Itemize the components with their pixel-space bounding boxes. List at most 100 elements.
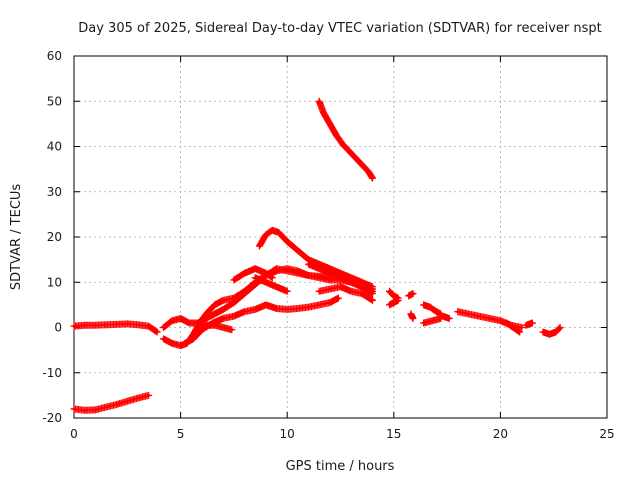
marker-trail bbox=[70, 320, 161, 336]
data-point bbox=[328, 287, 332, 291]
data-point bbox=[341, 142, 345, 146]
data-point bbox=[558, 326, 562, 329]
data-point bbox=[388, 303, 391, 307]
data-point bbox=[93, 323, 97, 327]
y-axis-label: SDTVAR / TECUs bbox=[9, 184, 24, 291]
data-point bbox=[285, 308, 289, 311]
data-point bbox=[258, 244, 261, 248]
marker-trail bbox=[407, 310, 417, 322]
data-point bbox=[83, 408, 87, 412]
data-point bbox=[339, 276, 342, 280]
data-point bbox=[328, 122, 332, 126]
data-point bbox=[422, 321, 426, 325]
axis-ticks: 0 5 10 15 20 25 -20 -10 0 10 20 30 40 50 60 bbox=[42, 49, 614, 441]
data-point bbox=[232, 301, 236, 305]
data-point bbox=[371, 298, 374, 302]
data-point bbox=[548, 332, 551, 336]
data-point bbox=[213, 303, 217, 307]
data-point bbox=[243, 310, 246, 314]
data-point bbox=[179, 344, 183, 347]
y-tick-label: 30 bbox=[47, 185, 62, 199]
data-point bbox=[360, 163, 364, 167]
data-point bbox=[264, 303, 268, 307]
y-tick-label: 20 bbox=[47, 230, 62, 244]
data-point bbox=[499, 319, 502, 323]
data-point bbox=[147, 393, 151, 397]
chart-title: Day 305 of 2025, Sidereal Day-to-day VTE… bbox=[78, 21, 602, 36]
data-point bbox=[136, 396, 140, 400]
data-point bbox=[104, 405, 108, 409]
series-track-16 bbox=[407, 310, 417, 322]
x-tick-label: 25 bbox=[599, 427, 614, 441]
data-point bbox=[93, 408, 97, 412]
data-point bbox=[296, 249, 300, 252]
data-point bbox=[349, 280, 353, 284]
data-point bbox=[221, 326, 225, 329]
data-point bbox=[221, 298, 225, 302]
data-point bbox=[264, 280, 268, 284]
data-point bbox=[170, 319, 174, 323]
data-point bbox=[407, 294, 411, 298]
data-point bbox=[104, 323, 108, 327]
marker-trail bbox=[255, 226, 376, 291]
data-point bbox=[232, 296, 236, 300]
series-track-12 bbox=[315, 283, 376, 304]
series-track-23 bbox=[539, 324, 564, 338]
x-tick-label: 15 bbox=[386, 427, 401, 441]
data-point bbox=[518, 330, 521, 334]
data-point bbox=[264, 233, 268, 237]
data-point bbox=[275, 269, 278, 273]
series-track-2 bbox=[70, 391, 153, 414]
series-track-11 bbox=[305, 260, 376, 295]
series-track-1 bbox=[70, 320, 161, 336]
data-point bbox=[347, 149, 351, 153]
data-point bbox=[317, 276, 321, 280]
data-point bbox=[430, 319, 434, 323]
data-point bbox=[204, 323, 208, 327]
x-tick-label: 5 bbox=[177, 427, 185, 441]
data-point bbox=[200, 328, 204, 332]
data-point bbox=[488, 317, 492, 320]
series-track-6 bbox=[194, 319, 236, 334]
data-point bbox=[428, 305, 432, 309]
data-point bbox=[505, 321, 509, 325]
data-point bbox=[439, 317, 443, 320]
data-point bbox=[179, 317, 183, 320]
data-point bbox=[322, 111, 325, 114]
data-point bbox=[520, 326, 524, 329]
data-point bbox=[441, 314, 445, 318]
x-axis-label: GPS time / hours bbox=[286, 459, 395, 474]
data-point bbox=[270, 276, 274, 280]
data-point bbox=[554, 330, 558, 334]
data-point bbox=[307, 305, 310, 309]
series-track-14 bbox=[386, 296, 402, 309]
x-tick-label: 10 bbox=[280, 427, 295, 441]
data-point bbox=[243, 271, 246, 275]
data-point bbox=[477, 314, 481, 318]
data-point bbox=[334, 133, 338, 137]
data-point bbox=[187, 321, 191, 325]
data-point bbox=[183, 341, 187, 345]
data-point bbox=[296, 269, 300, 273]
data-point bbox=[371, 176, 374, 180]
data-point bbox=[277, 231, 281, 234]
data-point bbox=[221, 308, 225, 311]
data-point bbox=[360, 285, 364, 289]
data-point bbox=[511, 326, 515, 329]
data-point bbox=[396, 298, 400, 302]
data-point bbox=[191, 337, 195, 341]
data-point bbox=[349, 289, 353, 293]
x-tick-label: 0 bbox=[70, 427, 78, 441]
data-point bbox=[354, 156, 357, 160]
series-track-17 bbox=[420, 301, 445, 318]
data-point bbox=[155, 330, 159, 334]
data-point bbox=[196, 321, 200, 325]
data-point bbox=[296, 307, 300, 310]
data-point bbox=[213, 323, 217, 327]
data-point bbox=[392, 301, 396, 305]
y-tick-label: 40 bbox=[47, 140, 62, 154]
data-point bbox=[392, 294, 396, 298]
y-tick-label: -20 bbox=[42, 411, 62, 425]
data-point bbox=[447, 317, 451, 320]
